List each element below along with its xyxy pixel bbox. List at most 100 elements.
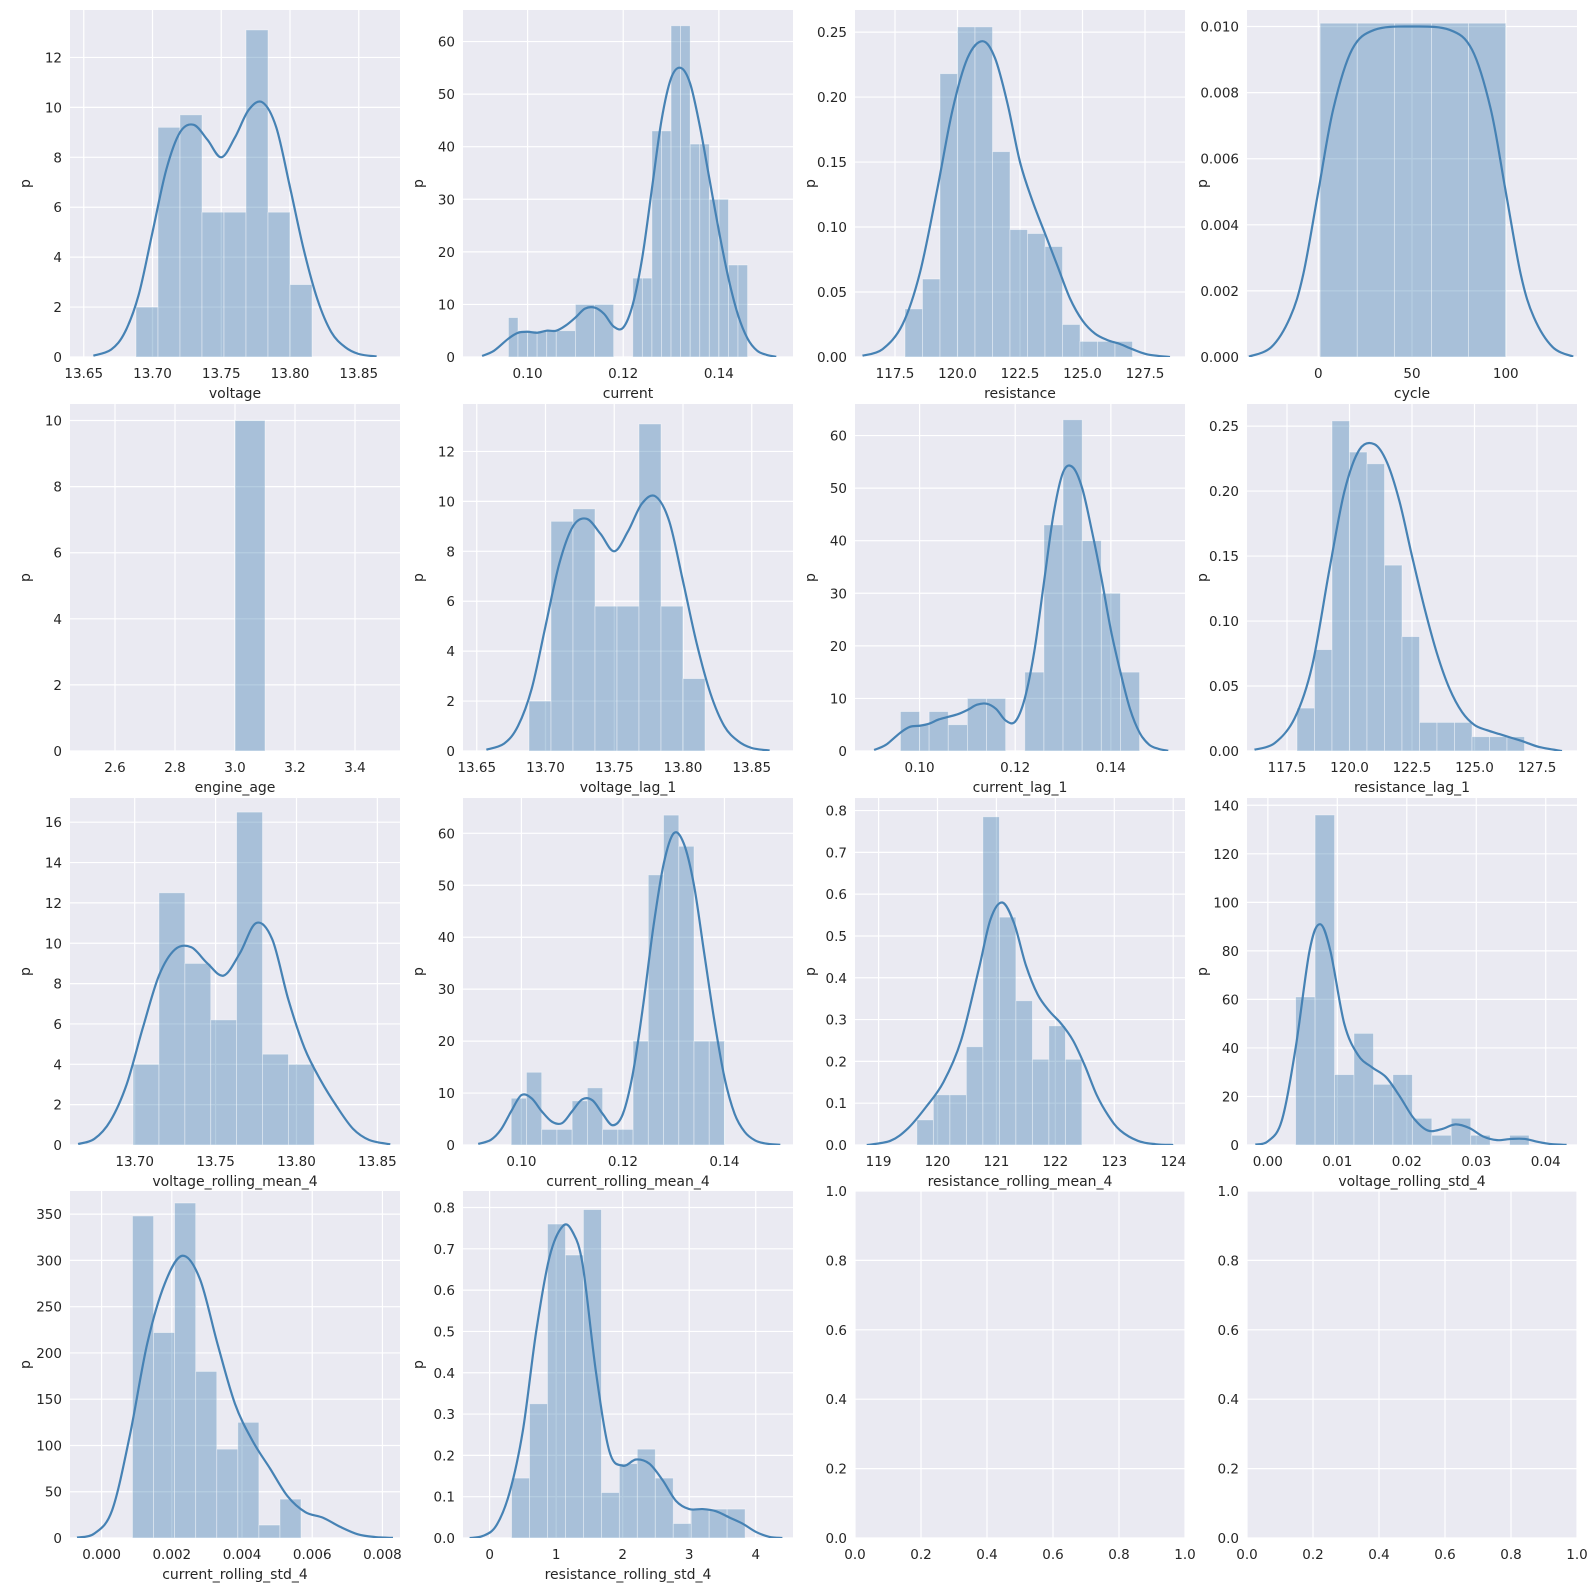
y-tick-label: 0 (446, 350, 455, 366)
y-tick-label: 0.10 (817, 220, 847, 236)
y-tick-label: 60 (438, 826, 455, 842)
x-tick-label: 1 (552, 1547, 561, 1563)
x-tick-label: 0.006 (293, 1547, 332, 1563)
y-tick-label: 4 (53, 1057, 62, 1073)
kde-line (862, 40, 1171, 357)
histogram-bar (216, 1448, 239, 1538)
y-tick-label: 0.6 (826, 887, 847, 903)
y-axis-label: p (411, 179, 427, 188)
x-tick-label: 1.0 (1566, 1547, 1587, 1563)
y-tick-label: 30 (830, 586, 847, 602)
histogram-bar (1031, 1058, 1050, 1145)
y-tick-label: 0.4 (434, 1366, 455, 1382)
x-tick-label: 3 (685, 1547, 694, 1563)
histogram-bar (1024, 671, 1045, 751)
y-axis-label: p (803, 573, 819, 582)
histogram-bar (511, 1477, 530, 1538)
x-tick-label: 13.80 (277, 1154, 316, 1170)
y-tick-label: 50 (438, 87, 455, 103)
x-tick-label: 13.85 (339, 366, 378, 382)
y-tick-label: 12 (45, 50, 62, 66)
x-tick-label: 13.75 (202, 366, 241, 382)
y-tick-label: 2 (446, 694, 455, 710)
kde-line (486, 494, 770, 751)
x-axis-label: current_rolling_mean_4 (546, 1174, 710, 1190)
x-tick-label: 120.0 (1330, 760, 1369, 776)
histogram-bar (682, 678, 706, 751)
x-tick-label: 0.12 (608, 366, 638, 382)
histogram-bar (919, 724, 930, 751)
y-tick-label: 0.5 (434, 1324, 455, 1340)
x-tick-label: 125.0 (1063, 366, 1102, 382)
x-tick-label: 13.65 (64, 366, 103, 382)
x-tick-label: 2.6 (104, 760, 125, 776)
y-tick-label: 150 (36, 1392, 62, 1408)
x-tick-label: 13.70 (133, 366, 172, 382)
x-tick-label: 3.0 (224, 760, 245, 776)
y-tick-label: 4 (53, 250, 62, 266)
y-tick-label: 0 (53, 1138, 62, 1154)
y-tick-label: 0.20 (817, 90, 847, 106)
x-axis-label: resistance_rolling_mean_4 (928, 1174, 1113, 1190)
y-tick-label: 4 (446, 644, 455, 660)
histogram-bar (1366, 463, 1385, 751)
plot-area (862, 26, 1171, 357)
subplot-13: 0.000 0.002 0.004 0.006 0.008 0 50 100 150 200 250… (18, 1191, 402, 1583)
histogram-bar (1296, 707, 1315, 751)
histogram-bar (210, 1019, 238, 1145)
y-tick-label: 30 (438, 192, 455, 208)
y-tick-label: 0.4 (1218, 1392, 1239, 1408)
y-tick-label: 40 (438, 930, 455, 946)
y-tick-label: 1.0 (1218, 1184, 1239, 1200)
x-tick-label: 0.2 (1302, 1547, 1323, 1563)
x-tick-label: 13.70 (115, 1154, 154, 1170)
histogram-bar (1373, 1083, 1394, 1145)
axes-background (855, 404, 1185, 751)
y-tick-label: 0.15 (1209, 549, 1239, 565)
x-tick-label: 13.80 (271, 366, 310, 382)
y-axis-label: p (803, 179, 819, 188)
y-tick-label: 100 (36, 1438, 62, 1454)
histogram-bar (179, 114, 203, 357)
y-tick-label: 8 (53, 150, 62, 166)
y-tick-label: 0 (53, 744, 62, 760)
histogram-bar (718, 198, 729, 357)
subplot-9: 13.70 13.75 13.80 13.85 0 2 4 6 8 10 12 14 16 voltage… (18, 798, 400, 1190)
y-tick-label: 40 (438, 140, 455, 156)
kde-line (1254, 441, 1563, 751)
x-tick-label: 0.004 (223, 1547, 262, 1563)
histogram-bar (287, 1063, 315, 1145)
x-axis-label: voltage_rolling_std_4 (1338, 1174, 1485, 1190)
y-tick-label: 10 (830, 691, 847, 707)
y-tick-label: 50 (45, 1485, 62, 1501)
plot-area (469, 1209, 783, 1538)
histogram-bar (517, 330, 528, 357)
y-tick-label: 14 (45, 856, 62, 872)
plot-area (93, 29, 377, 357)
histogram-bar (1062, 419, 1083, 751)
subplot-2: 0.10 0.12 0.14 0 10 20 30 40 50 60 current p (411, 10, 793, 402)
histogram-bar (546, 330, 557, 357)
x-tick-label: 13.65 (457, 760, 496, 776)
y-tick-label: 0.20 (1209, 484, 1239, 500)
x-tick-label: 122.5 (1001, 366, 1040, 382)
histogram-bar (949, 1094, 967, 1145)
y-axis-label: p (411, 967, 427, 976)
histogram-bar (965, 1046, 984, 1145)
histogram-bar (618, 1463, 638, 1538)
kde-line (481, 66, 777, 357)
x-tick-label: 0.14 (709, 1154, 739, 1170)
kde-line (873, 464, 1169, 751)
histogram-bar (289, 284, 313, 357)
x-tick-label: 0.2 (910, 1547, 931, 1563)
histogram-bar (132, 1063, 160, 1145)
histogram-bar (201, 211, 225, 357)
plot-area (77, 811, 391, 1145)
histogram-bar (632, 277, 643, 357)
histogram-bar (1314, 649, 1333, 751)
histogram-bar (1314, 814, 1335, 1145)
y-axis-label: p (1195, 573, 1211, 582)
histogram-bar (1009, 229, 1028, 357)
histogram-bar (699, 143, 710, 357)
x-tick-label: 0.4 (976, 1547, 997, 1563)
